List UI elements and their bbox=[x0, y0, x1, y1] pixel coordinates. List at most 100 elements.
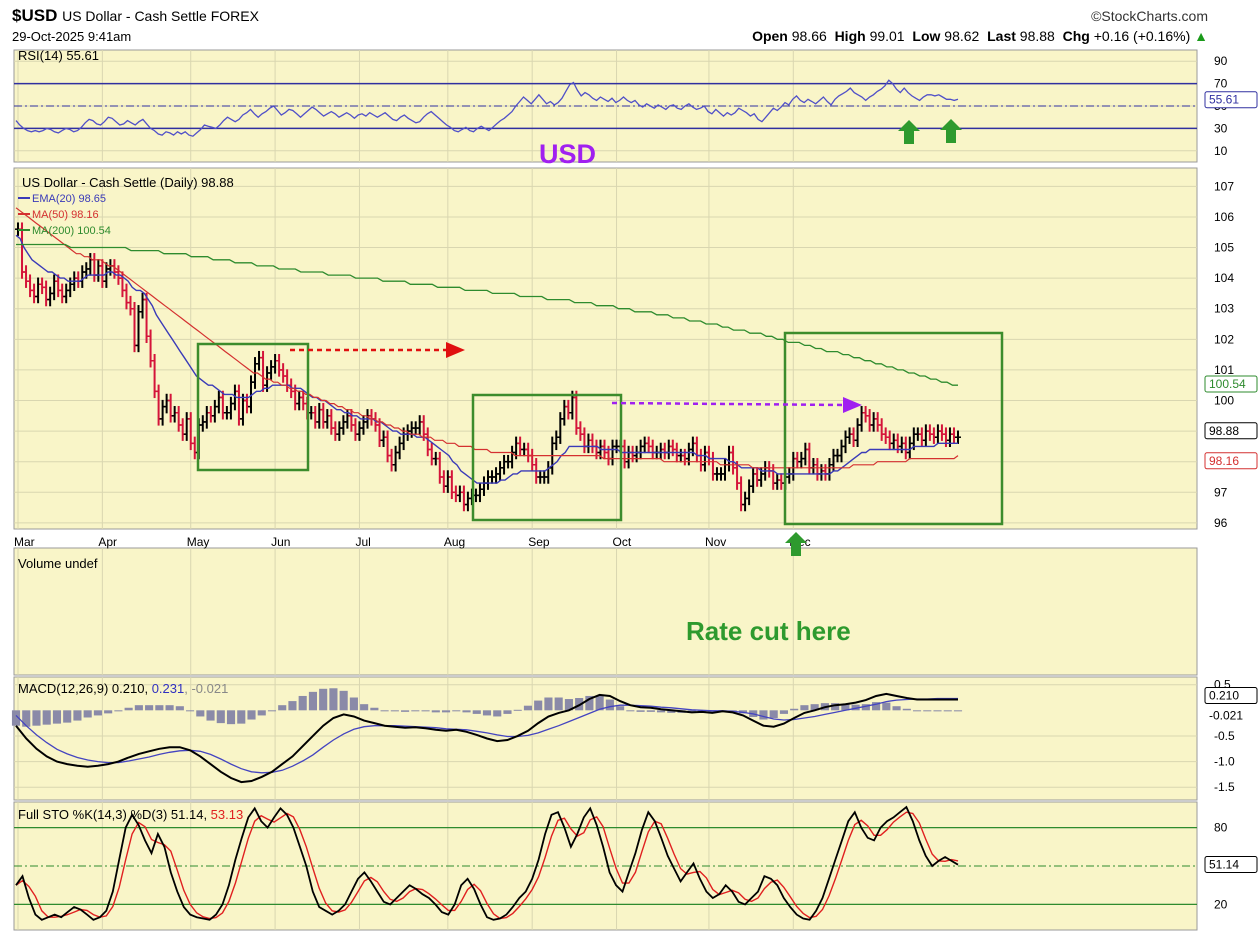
macd-hist-bar bbox=[790, 708, 799, 711]
macd-hist-bar bbox=[145, 705, 154, 711]
legend-entry: EMA(20) 98.65 bbox=[32, 193, 106, 205]
macd-hist-bar bbox=[616, 706, 625, 711]
y-tick-label: 107 bbox=[1214, 179, 1234, 193]
x-tick-label: Aug bbox=[444, 535, 465, 549]
price-title: US Dollar - Cash Settle (Daily) 98.88 bbox=[22, 175, 234, 190]
volume-title: Volume undef bbox=[18, 556, 98, 571]
y-tick-label: 30 bbox=[1214, 121, 1228, 135]
macd-hist-bar bbox=[523, 705, 533, 711]
y-tick-label: 10 bbox=[1214, 144, 1228, 158]
chart-header: $USD US Dollar - Cash Settle FOREX 29-Oc… bbox=[0, 0, 1260, 46]
y-tick-label: -1.0 bbox=[1214, 755, 1235, 769]
x-tick-label: Apr bbox=[98, 535, 117, 549]
macd-hist-bar bbox=[585, 695, 594, 711]
y-tick-label: 100 bbox=[1214, 394, 1234, 408]
stock-chart[interactable]: MarAprMayJunJulAugSepOctNovDec 907050301… bbox=[0, 46, 1260, 933]
macd-hist-bar bbox=[513, 709, 522, 711]
sto-k-line bbox=[15, 805, 959, 921]
open-value: 98.66 bbox=[791, 28, 827, 44]
high-value: 99.01 bbox=[869, 28, 905, 44]
macd-hist-bar bbox=[63, 710, 72, 723]
macd-last-label-box bbox=[1204, 687, 1258, 705]
legend-entry: MA(200) 100.54 bbox=[32, 225, 111, 237]
symbol-title: $USD US Dollar - Cash Settle FOREX bbox=[12, 6, 259, 26]
macd-hist-bar bbox=[22, 710, 31, 727]
x-tick-label: Jul bbox=[355, 535, 370, 549]
macd-hist-bar bbox=[441, 710, 451, 713]
macd-hist-bar bbox=[257, 710, 266, 716]
macd-hist-bar bbox=[462, 710, 471, 713]
macd-hist-bar bbox=[605, 699, 614, 711]
macd-hist-bar bbox=[390, 710, 399, 712]
macd-hist-bar bbox=[636, 710, 645, 712]
rsi-last-label-box bbox=[1204, 91, 1258, 109]
ma50-last-label-box bbox=[1204, 452, 1258, 470]
macd-hist-bar bbox=[360, 704, 369, 711]
purple-dashed-arrow bbox=[611, 401, 846, 407]
macd-hist-bar bbox=[288, 701, 297, 711]
macd-last-label: 0.210 bbox=[1209, 689, 1239, 703]
sto-d-line bbox=[15, 811, 959, 920]
macd-hist-bar bbox=[626, 710, 635, 712]
macd-title: MACD(12,26,9) 0.210, 0.231, -0.021 bbox=[18, 681, 228, 696]
macd-hist-bar bbox=[134, 705, 143, 711]
macd-hist-bar bbox=[482, 710, 492, 716]
y-tick-label: 103 bbox=[1214, 302, 1234, 316]
macd-hist-bar bbox=[534, 700, 543, 711]
macd-hist-bar bbox=[380, 710, 389, 712]
macd-title-value: MACD(12,26,9) 0.210, bbox=[18, 681, 152, 696]
x-tick-label: Jun bbox=[271, 535, 290, 549]
macd-hist-last-label: -0.021 bbox=[1209, 708, 1243, 722]
chg-value: +0.16 (+0.16%) bbox=[1093, 28, 1191, 44]
macd-hist-bar bbox=[472, 710, 481, 714]
macd-hist-bar bbox=[503, 710, 512, 714]
red-arrowhead-icon bbox=[446, 342, 465, 358]
macd-hist-bar bbox=[872, 702, 881, 711]
macd-hist-bar bbox=[52, 710, 62, 724]
green-up-arrow-icon bbox=[940, 119, 962, 143]
rsi-title: RSI(14) 55.61 bbox=[18, 48, 99, 63]
y-tick-label: -1.5 bbox=[1214, 780, 1235, 794]
macd-hist-bar bbox=[667, 710, 676, 713]
macd-hist-bar bbox=[831, 703, 840, 711]
macd-hist-bar bbox=[923, 710, 932, 712]
macd-hist-bar bbox=[953, 710, 963, 712]
macd-hist-bar bbox=[892, 706, 901, 711]
last-price-label-box bbox=[1204, 422, 1258, 440]
brand-watermark[interactable]: ©StockCharts.com bbox=[1091, 8, 1208, 24]
green-up-arrow-icon bbox=[785, 532, 807, 556]
macd-hist-bar bbox=[308, 691, 317, 711]
macd-hist-bar bbox=[544, 697, 553, 711]
macd-line bbox=[15, 692, 958, 784]
macd-hist-bar bbox=[841, 704, 850, 711]
macd-hist-bar bbox=[339, 690, 348, 711]
y-tick-label: 70 bbox=[1214, 77, 1228, 91]
highlight-box bbox=[471, 393, 623, 522]
rsi-last-label: 55.61 bbox=[1209, 93, 1239, 107]
rsi-line bbox=[15, 79, 959, 137]
macd-hist-bar bbox=[902, 708, 911, 711]
rate-cut-annotation: Rate cut here bbox=[686, 616, 851, 646]
macd-hist-bar bbox=[237, 710, 246, 724]
macd-hist-bar bbox=[32, 710, 41, 726]
macd-hist-bar bbox=[851, 704, 860, 711]
macd-hist-bar bbox=[278, 705, 287, 711]
macd-hist-bar bbox=[114, 710, 123, 712]
y-tick-label: 101 bbox=[1214, 363, 1234, 377]
macd-hist-bar bbox=[759, 710, 768, 720]
up-arrow-icon: ▲ bbox=[1194, 28, 1208, 44]
x-tick-label: May bbox=[187, 535, 210, 549]
annotations: USD Rate cut here bbox=[196, 119, 1004, 646]
highlight-box bbox=[783, 331, 1004, 526]
macd-hist-bar bbox=[104, 710, 113, 714]
last-label: Last bbox=[987, 28, 1016, 44]
stochastics-panel: 80 20 Full STO %K(14,3) %D(3) 51.14, 53.13… bbox=[14, 805, 1258, 921]
macd-hist-bar bbox=[912, 710, 922, 712]
y-tick-label: 105 bbox=[1214, 241, 1234, 255]
y-tick-label: 80 bbox=[1214, 821, 1228, 835]
macd-hist-bar bbox=[554, 697, 563, 711]
macd-hist-bar bbox=[11, 710, 21, 726]
y-tick-label: 106 bbox=[1214, 210, 1234, 224]
macd-signal-value: 0.231 bbox=[152, 681, 185, 696]
